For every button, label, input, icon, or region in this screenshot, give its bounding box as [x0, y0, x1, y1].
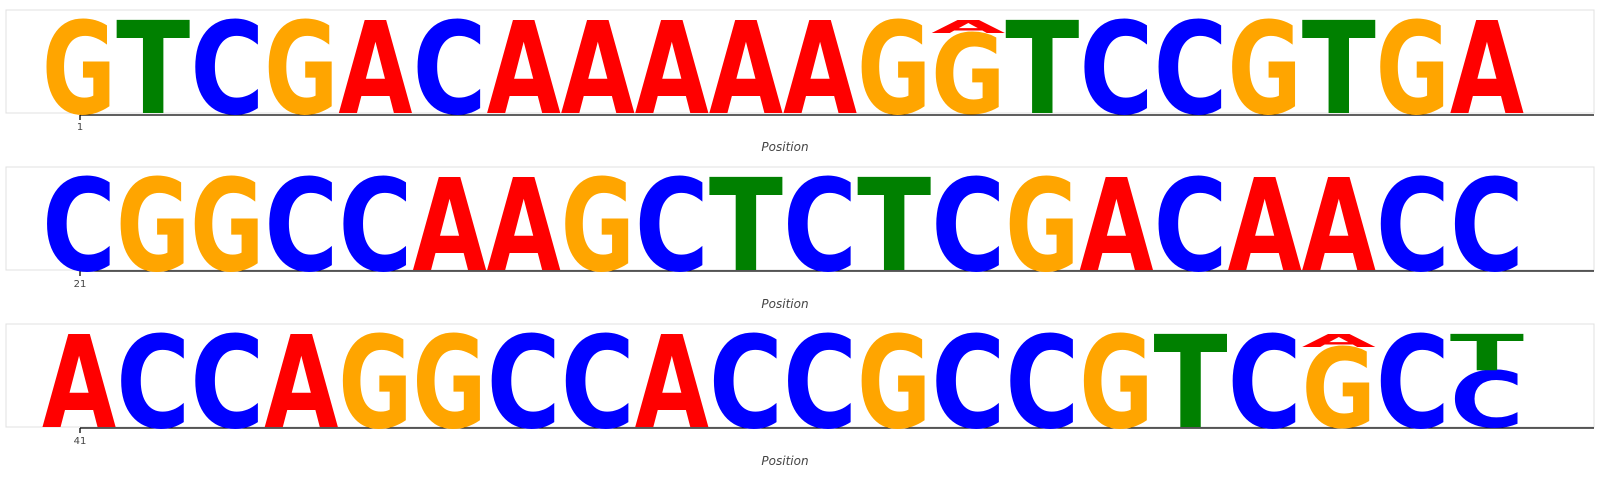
logo-letter-g: G: [413, 310, 487, 458]
logo-letter-c: C: [1450, 153, 1524, 302]
logo-letter-t: T: [1302, 0, 1376, 143]
x-tick-label: 1: [77, 122, 83, 133]
logo-letter-g: G: [1228, 0, 1302, 144]
logo-letter-t: T: [709, 152, 783, 301]
logo-letter-c: C: [1228, 310, 1302, 459]
logo-letter-c: C: [709, 310, 783, 459]
logo-letter-c: C: [1450, 355, 1524, 446]
logo-letter-g: G: [338, 310, 412, 458]
logo-letter-a: A: [635, 0, 709, 144]
logo-letter-c: C: [931, 310, 1005, 459]
logo-letter-a: A: [1079, 151, 1153, 300]
logo-letter-a: A: [1302, 151, 1376, 300]
logo-letter-g: G: [1079, 310, 1153, 458]
logo-letter-g: G: [857, 310, 931, 458]
logo-letter-c: C: [1005, 310, 1079, 459]
logo-letter-c: C: [116, 310, 190, 459]
logo-letter-c: C: [1376, 153, 1450, 302]
logo-letter-a: A: [931, 17, 1005, 38]
logo-letter-g: G: [931, 11, 1005, 139]
panel-border: [5, 9, 1595, 114]
logo-letter-t: T: [1450, 324, 1525, 382]
x-axis-title: Position: [761, 297, 808, 311]
panel-border: [5, 166, 1595, 271]
logo-letter-c: C: [264, 153, 338, 302]
x-axis-title: Position: [761, 140, 808, 154]
logo-letter-c: C: [783, 153, 857, 302]
logo-letter-t: T: [1154, 309, 1228, 458]
logo-letter-a: A: [1450, 0, 1524, 144]
logo-letter-c: C: [413, 0, 487, 144]
logo-letter-t: T: [116, 0, 190, 143]
logo-letter-g: G: [561, 153, 635, 301]
logo-letter-g: G: [1376, 0, 1450, 144]
logo-letter-g: G: [42, 0, 116, 144]
logo-letter-a: A: [709, 0, 783, 144]
logo-letter-g: G: [1302, 325, 1376, 453]
x-tick-label: 21: [74, 279, 87, 290]
panel-border: [5, 323, 1595, 428]
logo-letter-c: C: [635, 153, 709, 302]
logo-letter-c: C: [487, 310, 561, 459]
logo-letter-a: A: [783, 0, 857, 144]
logo-letter-a: A: [338, 0, 412, 144]
logo-letter-a: A: [413, 151, 487, 300]
logo-letter-c: C: [42, 153, 116, 302]
logo-letter-a: A: [487, 0, 561, 144]
logo-letter-t: T: [1005, 0, 1079, 143]
x-axis-title: Position: [761, 454, 808, 468]
logo-letter-a: A: [42, 308, 116, 457]
logo-letter-c: C: [190, 310, 264, 459]
logo-letter-g: G: [190, 153, 264, 301]
logo-letter-c: C: [1154, 0, 1228, 144]
logo-letter-c: C: [1154, 153, 1228, 302]
logo-letter-t: T: [857, 152, 931, 301]
logo-letter-c: C: [931, 153, 1005, 302]
logo-letter-c: C: [338, 153, 412, 302]
logo-letter-a: A: [1302, 331, 1376, 352]
logo-letter-a: A: [1228, 151, 1302, 300]
logo-letter-g: G: [857, 0, 931, 144]
logo-letter-c: C: [783, 310, 857, 459]
logo-letter-c: C: [1376, 310, 1450, 459]
logo-letter-g: G: [264, 0, 338, 144]
logo-letter-a: A: [635, 308, 709, 457]
logo-letter-c: C: [1079, 0, 1153, 144]
logo-letter-c: C: [561, 310, 635, 459]
logo-letter-a: A: [487, 151, 561, 300]
x-tick-label: 41: [74, 436, 87, 447]
logo-letter-g: G: [116, 153, 190, 301]
logo-letter-a: A: [561, 0, 635, 144]
logo-letter-g: G: [1005, 153, 1079, 301]
logo-letter-a: A: [264, 308, 338, 457]
logo-letter-c: C: [190, 0, 264, 144]
